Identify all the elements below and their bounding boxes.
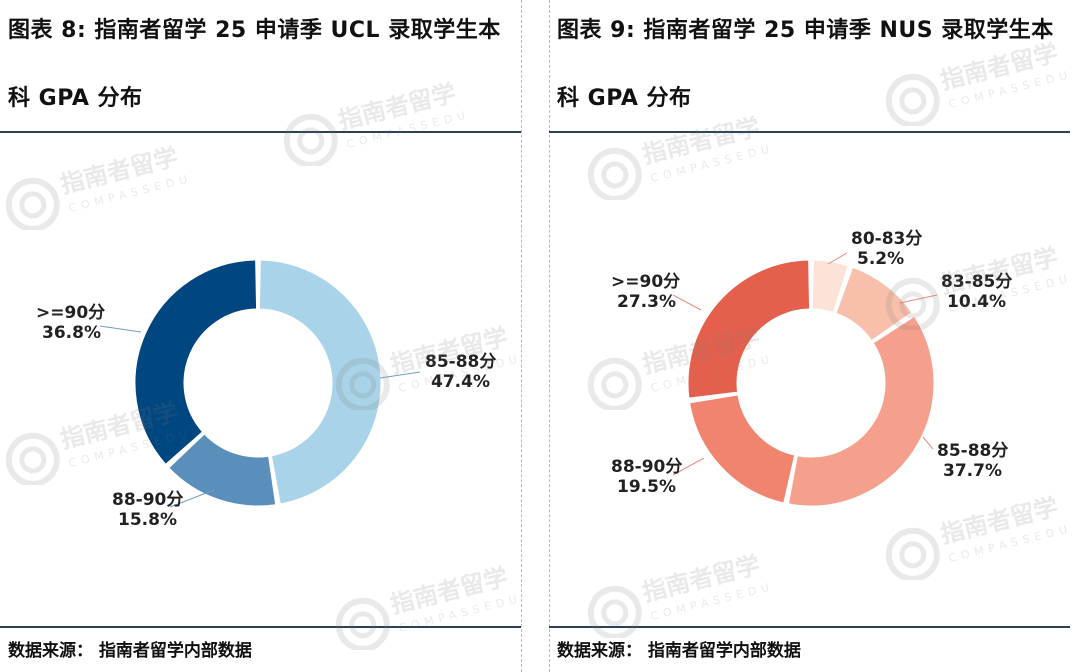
chart-title-line1: 图表 8: 指南者留学 25 申请季 UCL 录取学生本 [8, 18, 501, 43]
slice-value-label: 37.7% [943, 461, 1002, 481]
leader-line [379, 371, 421, 379]
panel-divider [549, 0, 550, 672]
title-rule [0, 131, 521, 133]
slice-category-label: 80-83分 [851, 229, 922, 249]
slice-value-label: 5.2% [857, 249, 904, 269]
slice-category-label: >=90分 [36, 303, 105, 323]
slice-category-label: >=90分 [611, 272, 680, 292]
slice-value-label: 19.5% [617, 477, 676, 497]
slice-value-label: 47.4% [431, 372, 490, 392]
donut-slice [168, 433, 277, 507]
leader-line [899, 294, 938, 304]
chart-panel-nus: 图表 9: 指南者留学 25 申请季 NUS 录取学生本 科 GPA 分布 80… [549, 0, 1070, 672]
data-source-note: 数据来源： 指南者留学内部数据 [557, 641, 801, 661]
donut-slice [835, 266, 913, 342]
chart-title-line1: 图表 9: 指南者留学 25 申请季 NUS 录取学生本 [557, 18, 1054, 43]
slice-value-label: 27.3% [617, 292, 676, 312]
leader-line [672, 294, 702, 311]
leader-line [827, 252, 848, 265]
donut-slice [811, 259, 849, 313]
source-rule [549, 626, 1070, 628]
leader-line [922, 436, 934, 450]
slice-category-label: 88-90分 [611, 457, 682, 477]
slice-category-label: 83-85分 [941, 272, 1012, 292]
slice-value-label: 10.4% [947, 292, 1006, 312]
donut-slice [258, 259, 382, 505]
chart-title-line2: 科 GPA 分布 [8, 86, 143, 111]
donut-slice [787, 315, 935, 507]
slice-category-label: 85-88分 [425, 352, 496, 372]
donut-slice [134, 259, 258, 465]
slice-category-label: 85-88分 [937, 441, 1008, 461]
slice-category-label: 88-90分 [112, 490, 183, 510]
slice-value-label: 15.8% [118, 510, 177, 530]
leader-line [99, 325, 142, 333]
panel-divider [521, 0, 522, 672]
data-source-note: 数据来源： 指南者留学内部数据 [8, 641, 252, 661]
source-rule [0, 626, 521, 628]
title-rule [549, 131, 1070, 133]
chart-title-line2: 科 GPA 分布 [557, 86, 692, 111]
leader-line [672, 457, 705, 476]
leader-line [169, 489, 215, 508]
donut-slice [687, 259, 811, 399]
chart-panel-ucl: 图表 8: 指南者留学 25 申请季 UCL 录取学生本 科 GPA 分布 85… [0, 0, 521, 672]
slice-value-label: 36.8% [42, 323, 101, 343]
donut-slice [689, 394, 796, 504]
